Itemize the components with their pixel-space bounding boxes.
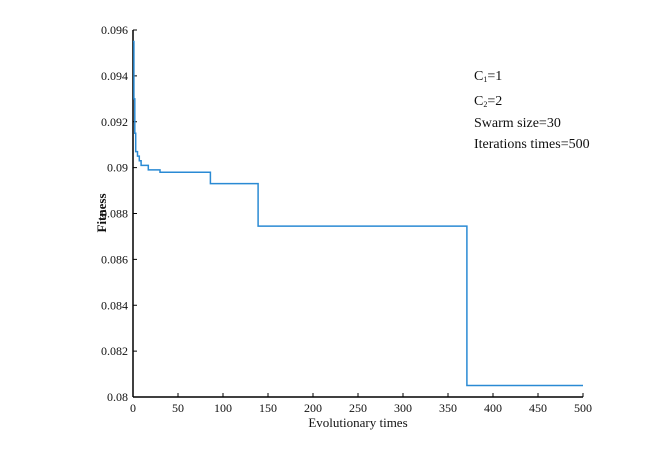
series xyxy=(133,40,583,387)
x-tick-label: 200 xyxy=(304,401,322,415)
ticks: 0 50 100 150 200 250 300 350 400 450 500 0.08 0.082 0… xyxy=(101,23,592,415)
x-tick-label: 450 xyxy=(529,401,547,415)
annotation-c2: C2=2 xyxy=(474,94,502,109)
x-tick-label: 100 xyxy=(214,401,232,415)
annotation: C1=1 C2=2 Swarm size=30 Iterations times… xyxy=(474,69,590,152)
y-tick-label: 0.094 xyxy=(101,69,128,83)
x-tick-label: 250 xyxy=(349,401,367,415)
y-tick-label: 0.084 xyxy=(101,298,128,312)
y-tick-label: 0.086 xyxy=(101,252,128,266)
x-tick-label: 400 xyxy=(484,401,502,415)
x-tick-label: 0 xyxy=(130,401,136,415)
y-tick-label: 0.096 xyxy=(101,23,128,37)
axes xyxy=(132,30,583,398)
x-tick-label: 350 xyxy=(439,401,457,415)
annotation-swarm-size: Swarm size=30 xyxy=(474,116,561,131)
x-tick-label: 150 xyxy=(259,401,277,415)
annotation-c1: C1=1 xyxy=(474,69,502,84)
x-tick-label: 50 xyxy=(172,401,184,415)
x-axis-label: Evolutionary times xyxy=(308,415,407,430)
fitness-line xyxy=(133,40,583,387)
y-tick-label: 0.08 xyxy=(107,390,128,404)
x-tick-label: 500 xyxy=(574,401,592,415)
annotation-iterations: Iterations times=500 xyxy=(474,137,590,152)
y-tick-label: 0.088 xyxy=(101,207,128,221)
y-axis-label: Fitness xyxy=(94,194,109,233)
x-tick-label: 300 xyxy=(394,401,412,415)
y-tick-label: 0.082 xyxy=(101,344,128,358)
y-tick-label: 0.092 xyxy=(101,115,128,129)
y-tick-label: 0.09 xyxy=(107,161,128,175)
